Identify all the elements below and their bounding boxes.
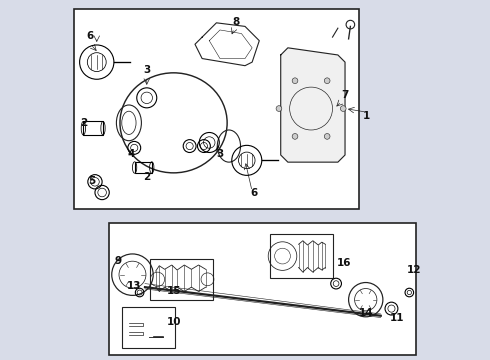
Bar — [109, 223, 416, 355]
Bar — [270, 234, 333, 278]
Text: 4: 4 — [127, 149, 134, 159]
Bar — [135, 162, 152, 173]
Text: 5: 5 — [88, 176, 95, 185]
Text: 15: 15 — [167, 286, 181, 296]
Text: 2: 2 — [80, 118, 87, 129]
Text: 14: 14 — [359, 309, 374, 319]
Text: 11: 11 — [390, 313, 404, 323]
Circle shape — [292, 134, 298, 139]
Text: 1: 1 — [363, 111, 370, 121]
Bar — [122, 307, 175, 348]
Circle shape — [324, 78, 330, 84]
Polygon shape — [281, 48, 345, 162]
Text: 6: 6 — [86, 31, 93, 41]
Bar — [150, 258, 213, 300]
Circle shape — [292, 78, 298, 84]
Bar — [83, 121, 103, 135]
Text: 7: 7 — [342, 90, 349, 100]
Text: 9: 9 — [115, 256, 122, 266]
Text: 8: 8 — [232, 17, 240, 27]
Circle shape — [324, 134, 330, 139]
Circle shape — [276, 106, 282, 111]
Circle shape — [341, 106, 346, 111]
Text: 6: 6 — [250, 188, 258, 198]
Text: 13: 13 — [127, 281, 142, 291]
Text: 16: 16 — [337, 258, 352, 268]
Text: 3: 3 — [217, 149, 223, 159]
Bar — [74, 9, 359, 208]
Text: 3: 3 — [143, 65, 150, 75]
Text: 10: 10 — [167, 317, 181, 327]
Text: 2: 2 — [143, 172, 150, 182]
Text: 12: 12 — [407, 265, 421, 275]
